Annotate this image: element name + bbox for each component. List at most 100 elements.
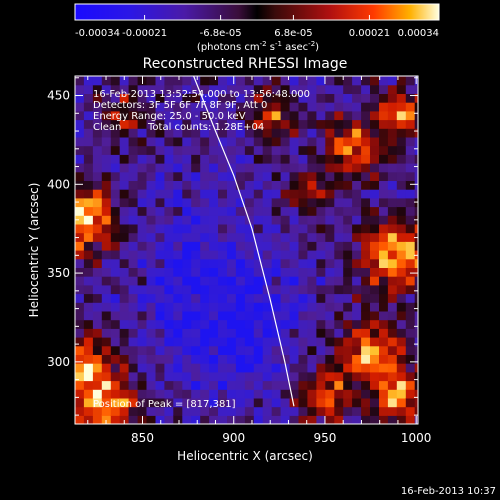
heatmap-pixel [396, 380, 407, 390]
heatmap-pixel [361, 267, 371, 277]
heatmap-pixel [83, 354, 94, 364]
heatmap-pixel [155, 102, 165, 112]
heatmap-pixel [298, 154, 308, 164]
heatmap-pixel [155, 415, 165, 424]
heatmap-pixel [119, 154, 130, 164]
heatmap-pixel [370, 302, 380, 312]
heatmap-pixel [325, 293, 335, 303]
heatmap-pixel [405, 250, 416, 260]
heatmap-pixel [262, 119, 273, 129]
heatmap-pixel [173, 415, 183, 424]
heatmap-pixel [200, 371, 210, 382]
heatmap-pixel [271, 310, 282, 321]
x-axis-label: Heliocentric X (arcsec) [177, 449, 313, 463]
heatmap-pixel [253, 302, 264, 312]
heatmap-pixel [405, 163, 416, 173]
heatmap-pixel [343, 163, 353, 173]
heatmap-pixel [334, 371, 344, 382]
heatmap-pixel [110, 319, 121, 329]
heatmap-pixel [289, 345, 300, 355]
heatmap-pixel [137, 371, 148, 382]
heatmap-pixel [244, 215, 255, 225]
heatmap-pixel [92, 310, 103, 321]
heatmap-pixel [227, 93, 237, 103]
heatmap-pixel [414, 276, 418, 286]
heatmap-pixel [110, 206, 121, 216]
heatmap-pixel [92, 136, 103, 147]
heatmap-pixel [405, 84, 416, 94]
heatmap-pixel [387, 84, 398, 94]
heatmap-pixel [182, 250, 192, 260]
heatmap-pixel [110, 345, 121, 355]
heatmap-pixel [200, 145, 210, 155]
heatmap-pixel [83, 328, 94, 338]
heatmap-pixel [414, 110, 418, 121]
heatmap-pixel [307, 371, 317, 382]
colorbar [74, 3, 440, 21]
heatmap-pixel [280, 354, 291, 364]
heatmap-pixel [200, 250, 210, 260]
heatmap-pixel [191, 241, 201, 251]
heatmap-pixel [379, 267, 389, 277]
heatmap-pixel [343, 206, 353, 216]
heatmap-pixel [200, 110, 210, 121]
heatmap-pixel [307, 223, 317, 234]
heatmap-pixel [75, 258, 85, 268]
heatmap-pixel [271, 136, 282, 147]
heatmap-pixel [128, 206, 139, 216]
heatmap-pixel [191, 119, 201, 129]
heatmap-pixel [173, 284, 183, 295]
heatmap-pixel [334, 189, 344, 199]
heatmap-pixel [379, 223, 389, 234]
heatmap-pixel [92, 328, 103, 338]
heatmap-pixel [101, 363, 112, 373]
heatmap-pixel [137, 250, 148, 260]
heatmap-pixel [352, 319, 362, 329]
heatmap-pixel [83, 163, 94, 173]
heatmap-pixel [218, 232, 228, 242]
heatmap-pixel [209, 128, 219, 138]
heatmap-pixel [280, 319, 291, 329]
heatmap-pixel [325, 337, 335, 347]
heatmap-pixel [101, 93, 112, 103]
heatmap-pixel [325, 319, 335, 329]
heatmap-pixel [200, 389, 210, 399]
heatmap-pixel [200, 215, 210, 225]
heatmap-pixel [173, 84, 183, 94]
heatmap-pixel [119, 171, 130, 181]
heatmap-pixel [119, 128, 130, 138]
heatmap-pixel [280, 258, 291, 268]
heatmap-pixel [289, 84, 300, 94]
heatmap-pixel [289, 302, 300, 312]
heatmap-pixel [128, 337, 139, 347]
heatmap-pixel [307, 128, 317, 138]
heatmap-image [75, 76, 418, 424]
heatmap-pixel [361, 258, 371, 268]
heatmap-pixel [110, 258, 121, 268]
heatmap-pixel [405, 371, 416, 382]
annotation-energy: Energy Range: 25.0 - 50.0 keV [93, 111, 246, 122]
heatmap-pixel [352, 380, 362, 390]
heatmap-pixel [370, 102, 380, 112]
heatmap-pixel [271, 397, 282, 408]
heatmap-pixel [396, 406, 407, 416]
heatmap-pixel [396, 371, 407, 382]
heatmap-pixel [244, 380, 255, 390]
heatmap-pixel [227, 371, 237, 382]
heatmap-pixel [182, 406, 192, 416]
heatmap-pixel [405, 284, 416, 295]
heatmap-pixel [405, 389, 416, 399]
heatmap-pixel [155, 215, 165, 225]
heatmap-pixel [128, 250, 139, 260]
heatmap-pixel [298, 337, 308, 347]
heatmap-pixel [262, 363, 273, 373]
heatmap-pixel [370, 363, 380, 373]
heatmap-pixel [316, 310, 326, 321]
heatmap-pixel [119, 363, 130, 373]
heatmap-pixel [253, 328, 264, 338]
heatmap-pixel [164, 258, 174, 268]
heatmap-pixel [405, 363, 416, 373]
heatmap-pixel [128, 189, 139, 199]
heatmap-pixel [414, 189, 418, 199]
heatmap-pixel [307, 337, 317, 347]
